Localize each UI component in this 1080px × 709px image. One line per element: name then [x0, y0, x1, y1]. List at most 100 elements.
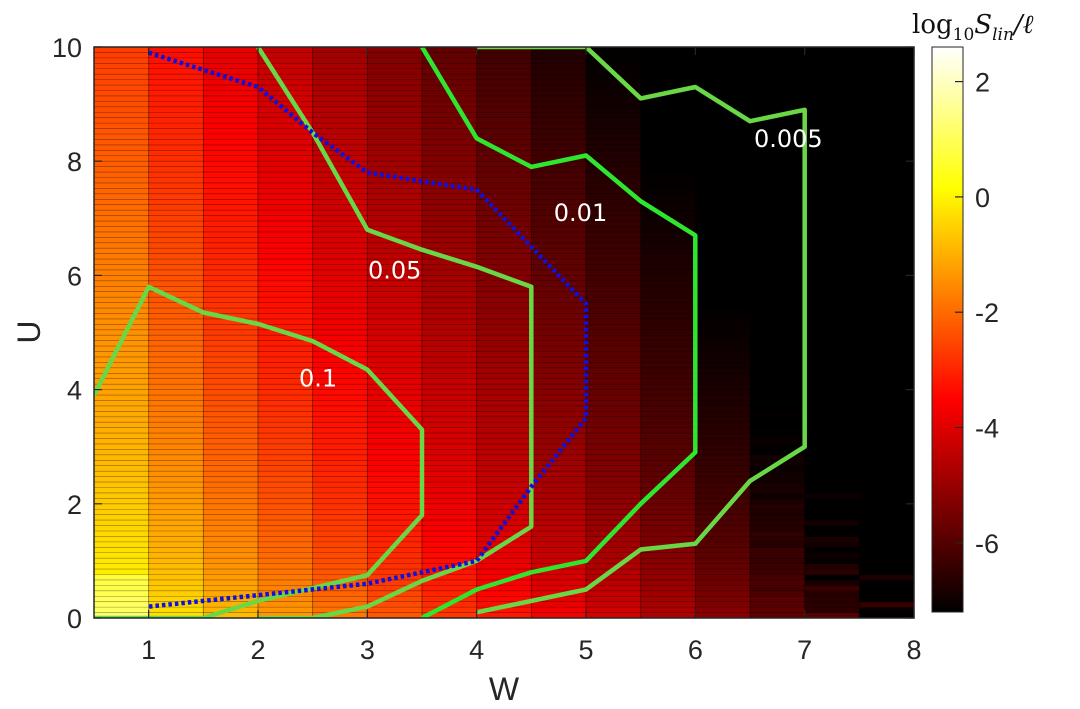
- x-tick-label: 3: [360, 635, 375, 665]
- heatmap-cell: [640, 210, 696, 216]
- heatmap-cell: [804, 128, 860, 135]
- heatmap-cell: [258, 454, 314, 461]
- heatmap-cell: [750, 536, 806, 543]
- heatmap-cell: [312, 188, 368, 195]
- heatmap-cell: [750, 443, 806, 450]
- heatmap-cell: [640, 291, 696, 298]
- heatmap-cell: [422, 530, 478, 537]
- heatmap-cell: [258, 297, 314, 303]
- heatmap-cell: [640, 280, 696, 287]
- heatmap-cell: [94, 47, 150, 53]
- heatmap-cell: [586, 47, 642, 53]
- colorbar-tick-label: -6: [975, 529, 999, 559]
- heatmap-cell: [531, 144, 587, 151]
- heatmap-cell: [750, 351, 806, 358]
- heatmap-cell: [422, 237, 478, 244]
- heatmap-cell: [859, 123, 914, 129]
- heatmap-cell: [695, 590, 751, 597]
- heatmap-cell: [367, 612, 423, 618]
- heatmap-cell: [695, 253, 751, 260]
- heatmap-cell: [640, 503, 696, 510]
- heatmap-cell: [750, 471, 806, 478]
- heatmap-cell: [367, 389, 423, 396]
- heatmap-cell: [750, 569, 806, 575]
- heatmap-cell: [422, 351, 478, 358]
- heatmap-cell: [203, 389, 259, 396]
- heatmap-cell: [640, 226, 696, 233]
- heatmap-cell: [531, 416, 587, 423]
- heatmap-cell: [258, 487, 314, 494]
- heatmap-cell: [695, 193, 751, 200]
- heatmap-cell: [422, 465, 478, 472]
- heatmap-cell: [531, 346, 587, 352]
- heatmap-cell: [476, 324, 532, 331]
- heatmap-cell: [203, 47, 259, 53]
- heatmap-cell: [258, 215, 314, 222]
- heatmap-cell: [640, 411, 696, 418]
- heatmap-cell: [804, 373, 860, 380]
- heatmap-cell: [312, 308, 368, 314]
- heatmap-cell: [258, 204, 314, 211]
- heatmap-cell: [203, 166, 259, 173]
- heatmap-cell: [640, 182, 696, 189]
- heatmap-cell: [750, 226, 806, 233]
- heatmap-cell: [804, 291, 860, 298]
- heatmap-cell: [804, 52, 860, 59]
- heatmap-cell: [804, 563, 860, 570]
- heatmap-cell: [804, 318, 860, 325]
- heatmap-cell: [750, 166, 806, 173]
- heatmap-cell: [859, 101, 914, 108]
- heatmap-cell: [804, 68, 860, 75]
- heatmap-cell: [94, 291, 150, 298]
- heatmap-cell: [804, 199, 860, 206]
- heatmap-cell: [94, 242, 150, 249]
- heatmap-cell: [586, 356, 642, 363]
- heatmap-cell: [203, 144, 259, 151]
- heatmap-cell: [258, 150, 314, 157]
- heatmap-cell: [312, 161, 368, 168]
- heatmap-cell: [531, 204, 587, 211]
- heatmap-cell: [859, 177, 914, 184]
- heatmap-cell: [531, 509, 587, 516]
- heatmap-cell: [148, 215, 204, 222]
- heatmap-cell: [367, 269, 423, 276]
- heatmap-cell: [531, 297, 587, 303]
- heatmap-cell: [695, 57, 751, 64]
- heatmap-cell: [258, 585, 314, 592]
- heatmap-cell: [804, 286, 860, 293]
- heatmap-cell: [804, 449, 860, 456]
- heatmap-cell: [531, 351, 587, 358]
- heatmap-cell: [258, 182, 314, 189]
- heatmap-cell: [804, 356, 860, 363]
- heatmap-cell: [422, 210, 478, 216]
- heatmap-cell: [695, 351, 751, 358]
- heatmap-cell: [94, 547, 150, 554]
- heatmap-cell: [859, 318, 914, 325]
- heatmap-cell: [804, 395, 860, 401]
- heatmap-cell: [531, 574, 587, 581]
- heatmap-cell: [476, 438, 532, 445]
- heatmap-cell: [859, 85, 914, 91]
- heatmap-cell: [640, 79, 696, 86]
- heatmap-cell: [258, 351, 314, 358]
- heatmap-cell: [367, 52, 423, 59]
- heatmap-cell: [148, 210, 204, 216]
- heatmap-cell: [531, 487, 587, 494]
- heatmap-cell: [695, 612, 751, 618]
- heatmap-cell: [640, 242, 696, 249]
- heatmap-cell: [859, 384, 914, 390]
- heatmap-cell: [695, 585, 751, 592]
- heatmap-cell: [750, 101, 806, 108]
- heatmap-cell: [586, 134, 642, 140]
- heatmap-cell: [148, 563, 204, 570]
- heatmap-cell: [695, 378, 751, 385]
- heatmap-cell: [148, 139, 204, 146]
- heatmap-cell: [148, 221, 204, 227]
- plot-frame: [93, 46, 915, 619]
- heatmap-cell: [258, 378, 314, 385]
- heatmap-cell: [94, 487, 150, 494]
- heatmap-cell: [312, 563, 368, 570]
- heatmap-cell: [695, 68, 751, 75]
- heatmap-cell: [531, 106, 587, 113]
- heatmap-cell: [94, 558, 150, 565]
